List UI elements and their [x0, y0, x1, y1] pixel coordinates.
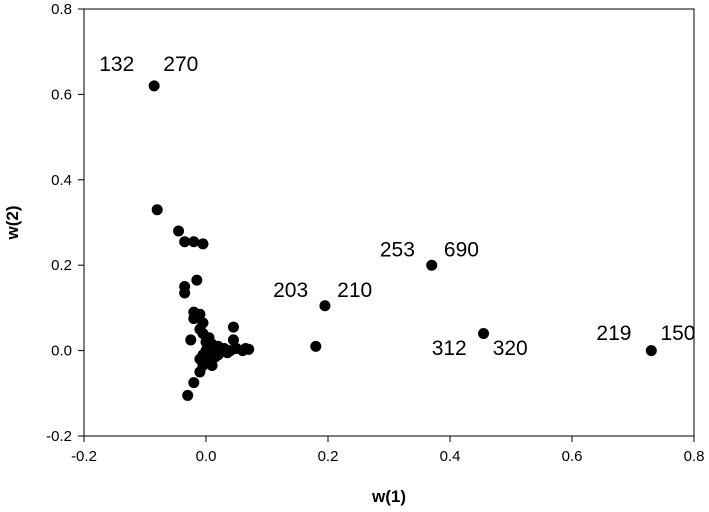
x-tick-label: 0.8 [684, 448, 705, 465]
data-point [426, 259, 438, 271]
x-tick-label: 0.2 [318, 448, 339, 465]
data-point [243, 343, 255, 355]
point-annotation: 690 [444, 239, 479, 262]
x-axis-title: w(1) [371, 487, 406, 506]
data-point [185, 334, 197, 346]
data-point [215, 345, 227, 357]
data-point [173, 225, 185, 237]
point-annotation: 132 [99, 53, 134, 76]
data-point [319, 300, 331, 312]
data-point [310, 340, 322, 352]
data-point [194, 308, 206, 320]
y-axis-title: w(2) [3, 206, 22, 241]
y-tick-label: -0.2 [46, 428, 72, 445]
x-tick-label: 0.6 [562, 448, 583, 465]
plot-frame [83, 8, 695, 437]
y-axis-ticks: -0.2 0.0 0.2 0.4 0.6 0.8 [46, 1, 84, 445]
data-point [194, 366, 206, 378]
data-point [182, 389, 194, 401]
y-tick-label: 0.0 [51, 343, 72, 360]
x-tick-label: -0.2 [71, 448, 97, 465]
data-point [227, 321, 239, 333]
data-point [645, 345, 657, 357]
data-point [206, 360, 218, 372]
point-annotation: 203 [273, 279, 308, 302]
point-annotation: 312 [432, 337, 467, 360]
data-point [227, 334, 239, 346]
data-point [151, 204, 163, 216]
point-annotation: 150 [660, 322, 695, 345]
point-annotation: 210 [337, 279, 372, 302]
y-tick-label: 0.8 [51, 1, 72, 18]
y-tick-label: 0.4 [51, 172, 72, 189]
data-point [148, 80, 160, 92]
data-point [179, 287, 191, 299]
y-tick-label: 0.2 [51, 257, 72, 274]
data-point [188, 377, 200, 389]
point-annotation: 219 [596, 322, 631, 345]
x-axis-ticks: -0.2 0.0 0.2 0.4 0.6 0.8 [71, 436, 704, 465]
point-annotations: 132 270 253 690 203 210 312 320 219 150 [99, 53, 695, 360]
data-points [148, 80, 657, 401]
data-point [191, 274, 203, 286]
data-point [188, 236, 200, 248]
data-point [179, 236, 191, 248]
data-point [478, 328, 490, 340]
point-annotation: 253 [380, 239, 415, 262]
point-annotation: 320 [493, 337, 528, 360]
x-tick-label: 0.4 [440, 448, 461, 465]
data-point [197, 238, 209, 250]
point-annotation: 270 [163, 53, 198, 76]
y-tick-label: 0.6 [51, 86, 72, 103]
x-tick-label: 0.0 [196, 448, 217, 465]
